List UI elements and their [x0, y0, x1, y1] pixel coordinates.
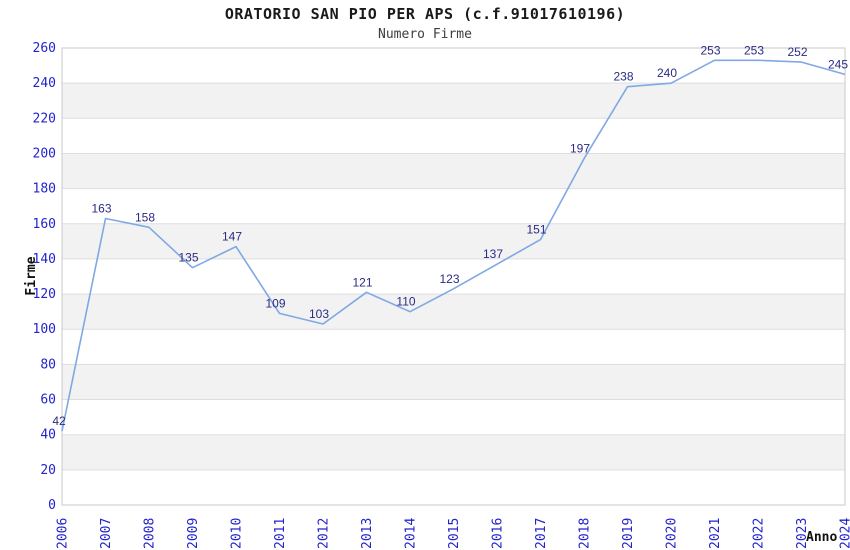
x-tick-label: 2016: [491, 518, 506, 549]
data-label: 123: [439, 272, 459, 286]
plot-band: [62, 294, 845, 330]
chart-subtitle: Numero Firme: [378, 27, 472, 42]
x-tick-label: 2011: [273, 518, 288, 549]
y-tick-label: 0: [48, 498, 56, 513]
x-axis-title: Anno: [806, 530, 838, 545]
data-label: 137: [483, 247, 503, 261]
plot-band: [62, 83, 845, 119]
data-label: 253: [744, 43, 764, 57]
y-tick-label: 200: [33, 146, 56, 161]
x-tick-label: 2014: [404, 518, 419, 549]
y-tick-label: 220: [33, 111, 56, 126]
y-tick-label: 160: [33, 217, 56, 232]
x-tick-label: 2006: [56, 518, 71, 549]
x-tick-label: 2019: [621, 518, 636, 549]
x-tick-label: 2012: [317, 518, 332, 549]
data-label: 42: [52, 414, 66, 428]
x-tick-label: 2023: [795, 518, 810, 549]
y-tick-label: 140: [33, 252, 56, 267]
y-tick-label: 60: [40, 393, 56, 408]
x-tick-label: 2008: [143, 518, 158, 549]
plot-band: [62, 153, 845, 189]
y-axis-title: Firme: [24, 256, 39, 296]
data-label: 103: [309, 307, 329, 321]
series-line: [61, 59, 846, 432]
data-label: 121: [352, 275, 372, 289]
y-tick-label: 100: [33, 322, 56, 337]
data-label: 197: [570, 142, 590, 156]
y-tick-label: 120: [33, 287, 56, 302]
data-label: 135: [178, 251, 198, 265]
y-tick-label: 260: [33, 41, 56, 56]
x-tick-label: 2018: [578, 518, 593, 549]
data-label: 240: [657, 66, 677, 80]
y-tick-label: 20: [40, 463, 56, 478]
x-tick-label: 2015: [447, 518, 462, 549]
data-label: 110: [396, 295, 415, 309]
x-tick-label: 2013: [360, 518, 375, 549]
data-label: 253: [700, 43, 720, 57]
x-tick-label: 2009: [186, 518, 201, 549]
y-tick-label: 240: [33, 76, 56, 91]
data-label: 147: [222, 230, 242, 244]
data-label: 158: [135, 210, 155, 224]
x-tick-label: 2021: [708, 518, 723, 549]
data-label: 252: [787, 45, 807, 59]
x-tick-label: 2010: [230, 518, 245, 549]
plot-band: [62, 434, 845, 470]
y-tick-label: 180: [33, 182, 56, 197]
data-label: 151: [526, 223, 546, 237]
y-tick-label: 80: [40, 357, 56, 372]
x-tick-label: 2017: [534, 518, 549, 549]
data-label: 109: [265, 296, 285, 310]
x-tick-label: 2007: [99, 518, 114, 549]
plot-band: [62, 223, 845, 259]
plot-border: [61, 47, 846, 506]
plot-band: [62, 364, 845, 400]
chart-title: ORATORIO SAN PIO PER APS (c.f.9101761019…: [224, 5, 626, 23]
x-tick-label: 2024: [839, 518, 850, 549]
data-label: 238: [613, 70, 633, 84]
data-label: 163: [91, 201, 111, 215]
data-label: 245: [828, 57, 848, 71]
x-tick-label: 2020: [665, 518, 680, 549]
y-tick-label: 40: [40, 428, 56, 443]
x-tick-label: 2022: [752, 518, 767, 549]
